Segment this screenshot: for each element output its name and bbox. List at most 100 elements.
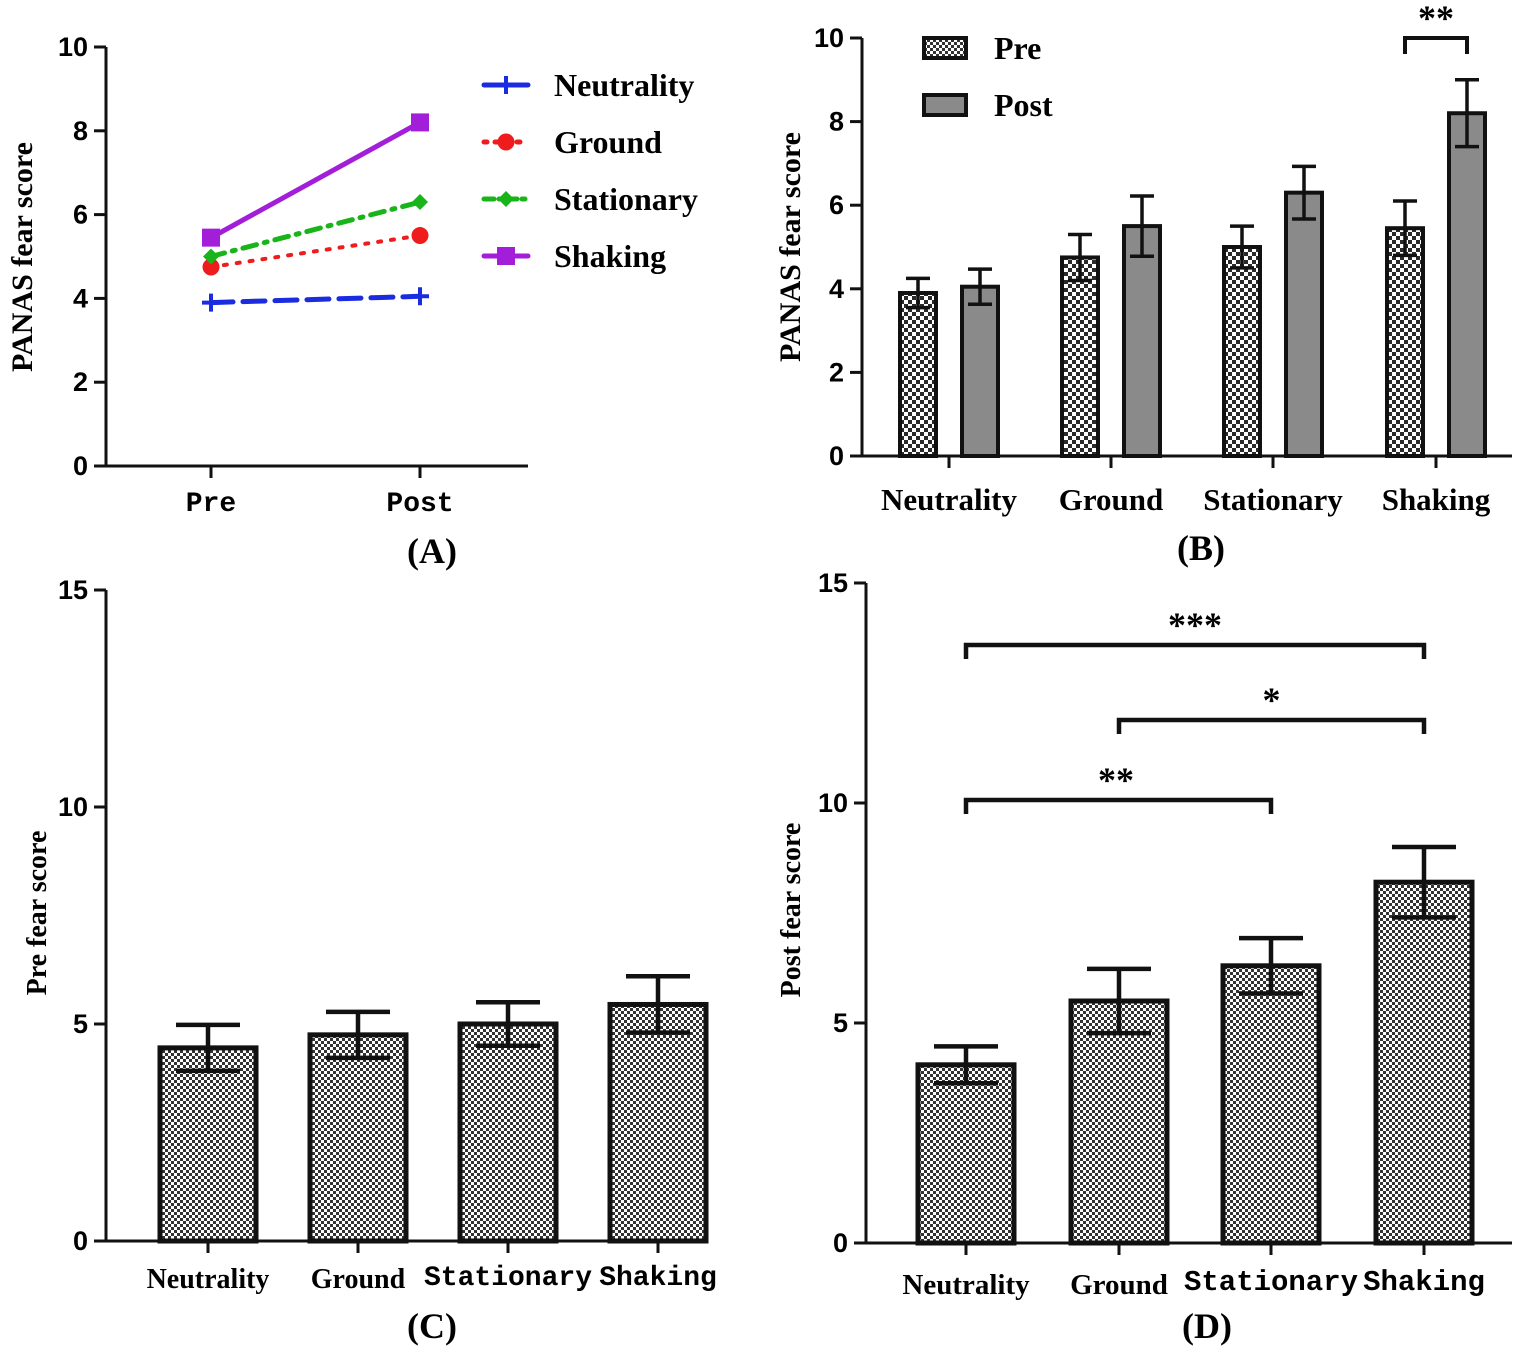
bar xyxy=(1220,963,1322,1246)
legend-marker-shaking xyxy=(497,247,515,265)
y-tick-label: 8 xyxy=(73,116,88,146)
series-line-neutrality xyxy=(208,293,423,306)
x-tick-label: Neutrality xyxy=(147,1264,270,1295)
legend-marker-neutrality xyxy=(497,76,515,94)
error-bar xyxy=(176,1022,240,1074)
significance-label: * xyxy=(1263,680,1281,720)
legend-label-pre: Pre xyxy=(994,30,1041,66)
significance-bracket xyxy=(963,642,1427,659)
error-bar xyxy=(1087,966,1151,1036)
error-bar xyxy=(1130,194,1154,258)
panel-b: 0 2 4 6 8 10 Neutrality Ground Stationary Shaking… xyxy=(774,0,1512,568)
y-tick-label: 15 xyxy=(818,568,848,598)
y-tick-label: 2 xyxy=(829,357,844,387)
error-bar xyxy=(626,974,690,1035)
x-tick-label: Shaking xyxy=(1382,482,1491,517)
series-line-shaking xyxy=(208,119,423,241)
panel-b-ylabel: PANAS fear score xyxy=(774,132,807,362)
panel-d-axes: 0 5 10 15 Neutrality Ground Stationary Shaking xyxy=(818,568,1512,1301)
y-tick-label: 10 xyxy=(58,32,88,62)
y-tick-label: 4 xyxy=(73,283,88,313)
significance-bracket xyxy=(1116,717,1427,734)
bar-post xyxy=(1447,111,1487,459)
panel-a-label: (A) xyxy=(407,531,457,571)
significance-bracket xyxy=(963,797,1274,814)
panel-a-lines xyxy=(202,113,429,312)
bar xyxy=(915,1062,1017,1246)
significance-label: ** xyxy=(1418,0,1454,38)
bar-pre xyxy=(1060,255,1100,459)
y-tick-label: 8 xyxy=(829,107,844,137)
panel-c-axes: 0 5 10 15 Neutrality Ground Stationary Shaking xyxy=(58,575,717,1295)
x-tick-label: Neutrality xyxy=(881,482,1018,517)
legend-marker-ground xyxy=(497,133,515,151)
bar-post xyxy=(1122,224,1162,458)
panel-a: 0 2 4 6 8 10 Pre Post Neutrality Ground Stationar… xyxy=(6,32,698,571)
significance-label: *** xyxy=(1168,605,1222,645)
error-bar xyxy=(1068,232,1092,283)
y-tick-label: 0 xyxy=(833,1228,848,1258)
x-tick-label: Stationary xyxy=(424,1263,592,1294)
data-point-shaking xyxy=(411,113,429,132)
x-tick-label: Ground xyxy=(311,1264,406,1295)
legend-marker-stationary xyxy=(498,191,514,207)
y-tick-label: 5 xyxy=(73,1009,88,1039)
panel-c-bars xyxy=(157,974,709,1244)
panel-d-label: (D) xyxy=(1182,1306,1232,1346)
data-point-ground xyxy=(202,258,220,276)
legend-swatch-post xyxy=(922,93,968,117)
panel-d-significance: ****** xyxy=(963,605,1427,814)
y-tick-label: 10 xyxy=(818,788,848,818)
bar-pre xyxy=(1222,245,1262,458)
data-point-neutrality xyxy=(202,293,220,312)
y-tick-label: 10 xyxy=(814,23,844,53)
significance-label: ** xyxy=(1098,760,1134,800)
y-tick-label: 0 xyxy=(829,441,844,471)
error-bar xyxy=(1239,935,1303,996)
data-point-stationary xyxy=(412,194,428,211)
panel-d-bars xyxy=(915,844,1475,1246)
data-point-shaking xyxy=(202,228,220,247)
x-tick-label: Stationary xyxy=(1184,1266,1358,1299)
y-tick-label: 6 xyxy=(829,190,844,220)
bar-pre xyxy=(1385,226,1425,458)
panel-a-legend: Neutrality Ground Stationary Shaking xyxy=(481,67,698,274)
panel-b-label: (B) xyxy=(1177,528,1225,568)
error-bar xyxy=(1455,78,1479,149)
error-bar xyxy=(906,276,930,310)
x-tick-label: Ground xyxy=(1059,482,1164,517)
bar-post xyxy=(960,284,1000,458)
bar xyxy=(607,1001,709,1244)
panel-c-label: (C) xyxy=(407,1306,457,1346)
bar xyxy=(457,1021,559,1244)
y-tick-label: 0 xyxy=(73,1226,88,1256)
error-bar xyxy=(934,1044,998,1086)
bar xyxy=(1373,879,1475,1246)
significance-bracket xyxy=(1403,36,1469,54)
panel-b-significance: ** xyxy=(1403,0,1469,54)
panel-b-bars xyxy=(898,78,1487,459)
panel-d-ylabel: Post fear score xyxy=(776,823,807,998)
y-tick-label: 10 xyxy=(58,792,88,822)
y-tick-label: 4 xyxy=(829,274,844,304)
series-line-stationary xyxy=(208,199,423,259)
x-tick-label: Ground xyxy=(1070,1269,1168,1301)
panel-a-axes: 0 2 4 6 8 10 Pre Post xyxy=(58,32,528,520)
error-bar xyxy=(1392,844,1456,920)
error-bar xyxy=(1393,199,1417,258)
legend-label-ground: Ground xyxy=(554,124,662,160)
y-tick-label: 6 xyxy=(73,200,88,230)
x-tick-label: Neutrality xyxy=(902,1269,1030,1301)
bar xyxy=(307,1032,409,1244)
x-tick-label: Shaking xyxy=(1363,1266,1485,1299)
data-point-stationary xyxy=(203,248,219,265)
bar-post xyxy=(1284,190,1324,458)
series-line-ground xyxy=(209,233,422,269)
y-tick-label: 2 xyxy=(73,367,88,397)
legend-label-post: Post xyxy=(994,87,1053,123)
error-bar xyxy=(476,1000,540,1048)
x-tick-label: Shaking xyxy=(599,1263,717,1294)
